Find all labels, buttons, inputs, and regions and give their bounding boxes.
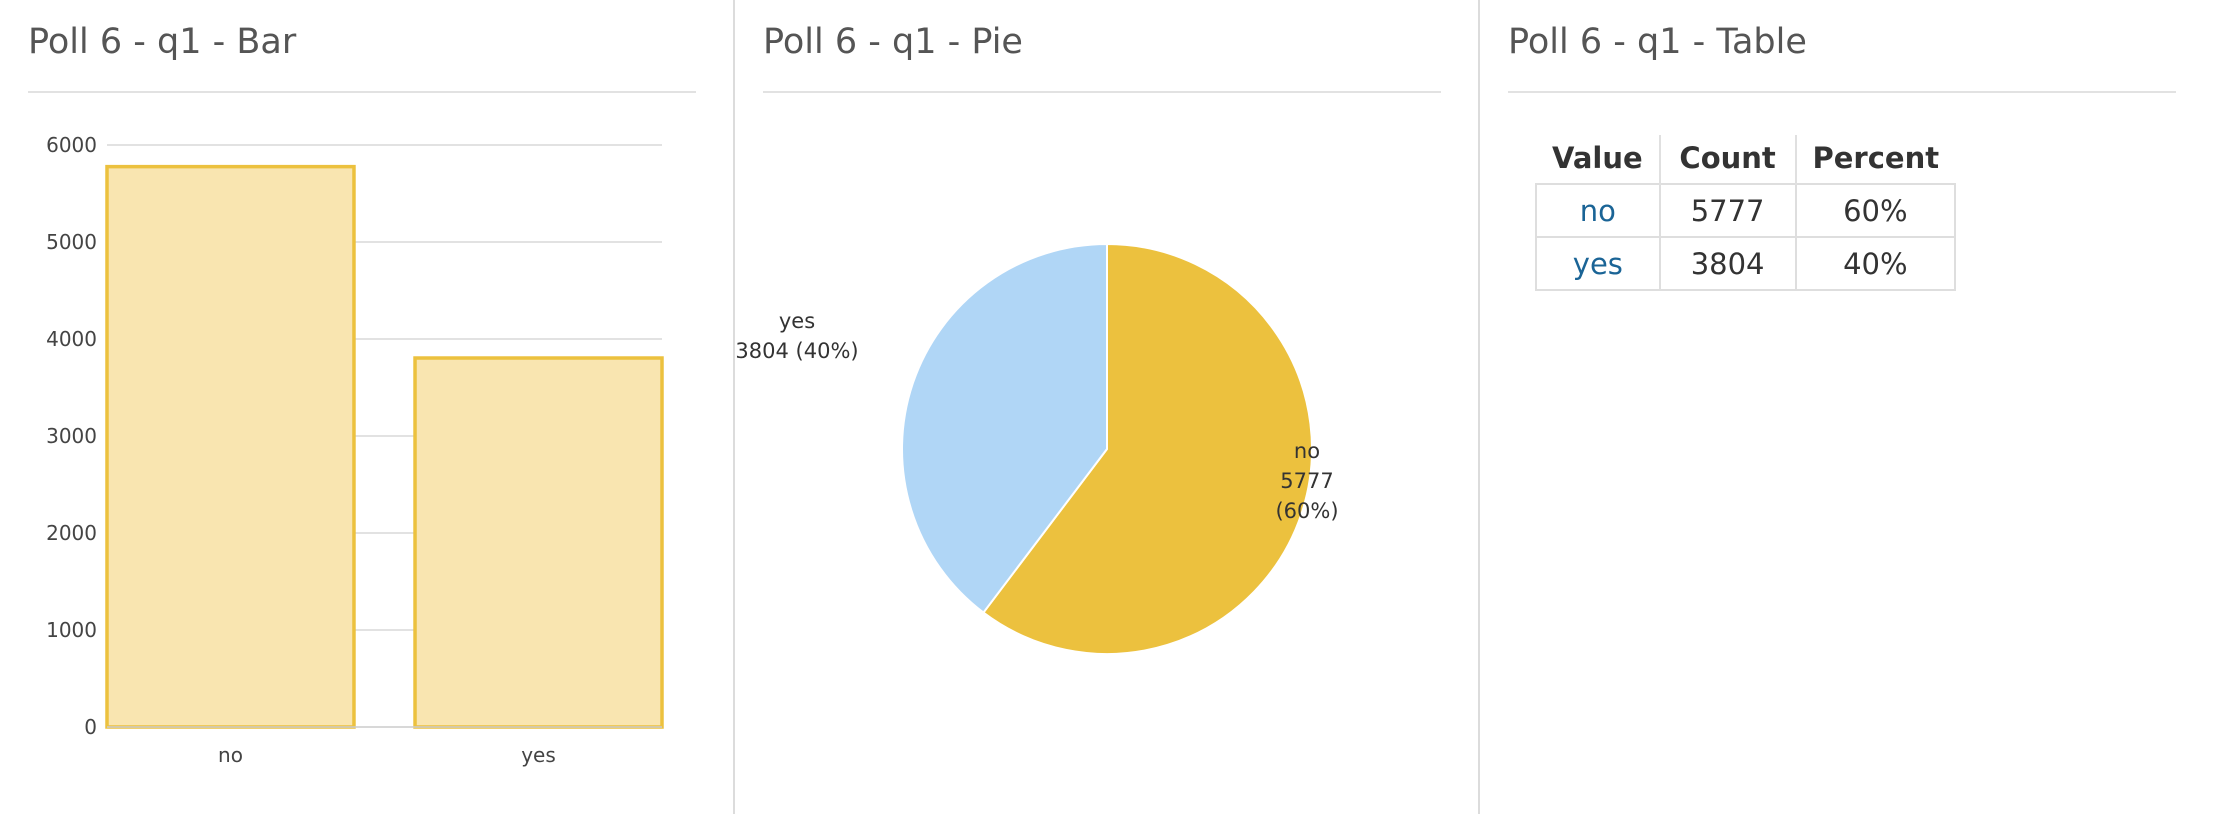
panel-divider [1478, 0, 1480, 814]
y-tick-label: 4000 [46, 327, 97, 351]
y-tick-label: 2000 [46, 521, 97, 545]
pie-label-no: (60%) [1275, 499, 1338, 523]
y-tick-label: 3000 [46, 424, 97, 448]
pie-chart: no 5777 (60%) yes 3804 (40%) [735, 242, 1339, 655]
pie-slice-yes [901, 242, 1108, 614]
row-count-cell: 3804 [1658, 236, 1797, 291]
y-tick-label: 5000 [46, 230, 97, 254]
table-title: Poll 6 - q1 - Table [1508, 22, 1807, 62]
column-header-percent: Percent [1794, 135, 1956, 184]
row-value-cell[interactable]: yes [1535, 236, 1661, 291]
pie-label-no: no [1294, 439, 1320, 463]
row-count-cell: 5777 [1658, 183, 1797, 238]
table-row: yes 3804 40% [1535, 236, 1957, 291]
table-panel: Poll 6 - q1 - Table Value Count Percent … [1480, 0, 2214, 814]
table-header-row: Value Count Percent [1536, 135, 1956, 184]
results-table: Value Count Percent no 5777 60% yes 3804… [1535, 135, 1957, 291]
column-header-value: Value [1552, 141, 1643, 175]
pie-chart-panel: Poll 6 - q1 - Pie no 5777 (60%) yes 3804 (40… [735, 0, 1479, 814]
bar-no [105, 164, 356, 729]
panel-divider [733, 0, 735, 814]
pie-label-yes: 3804 (40%) [735, 339, 858, 363]
pie-title-divider [763, 91, 1441, 93]
pie-label-yes: yes [779, 309, 815, 333]
column-header-count: Count [1658, 135, 1796, 184]
pie-label-no: 5777 [1280, 469, 1333, 493]
table-title-divider [1508, 91, 2176, 93]
x-tick-label: no [218, 743, 243, 767]
y-tick-label: 6000 [46, 133, 97, 157]
bar-chart: 0 1000 2000 3000 4000 5000 6000 no yes [46, 133, 664, 767]
pie-slice-no [982, 242, 1313, 655]
row-percent-cell: 40% [1794, 236, 1957, 291]
table-row: no 5777 60% [1535, 183, 1957, 238]
bar-yes [413, 356, 664, 729]
pie-chart-title: Poll 6 - q1 - Pie [763, 22, 1023, 62]
row-value-cell[interactable]: no [1535, 183, 1661, 238]
y-tick-label: 0 [84, 715, 97, 739]
y-tick-label: 1000 [46, 618, 97, 642]
x-tick-label: yes [521, 743, 556, 767]
bar-chart-title: Poll 6 - q1 - Bar [28, 22, 297, 62]
bar-chart-panel: Poll 6 - q1 - Bar 0 1000 2000 3000 4000 5000 6… [0, 0, 734, 814]
bar-title-divider [28, 91, 696, 93]
row-percent-cell: 60% [1794, 183, 1957, 238]
